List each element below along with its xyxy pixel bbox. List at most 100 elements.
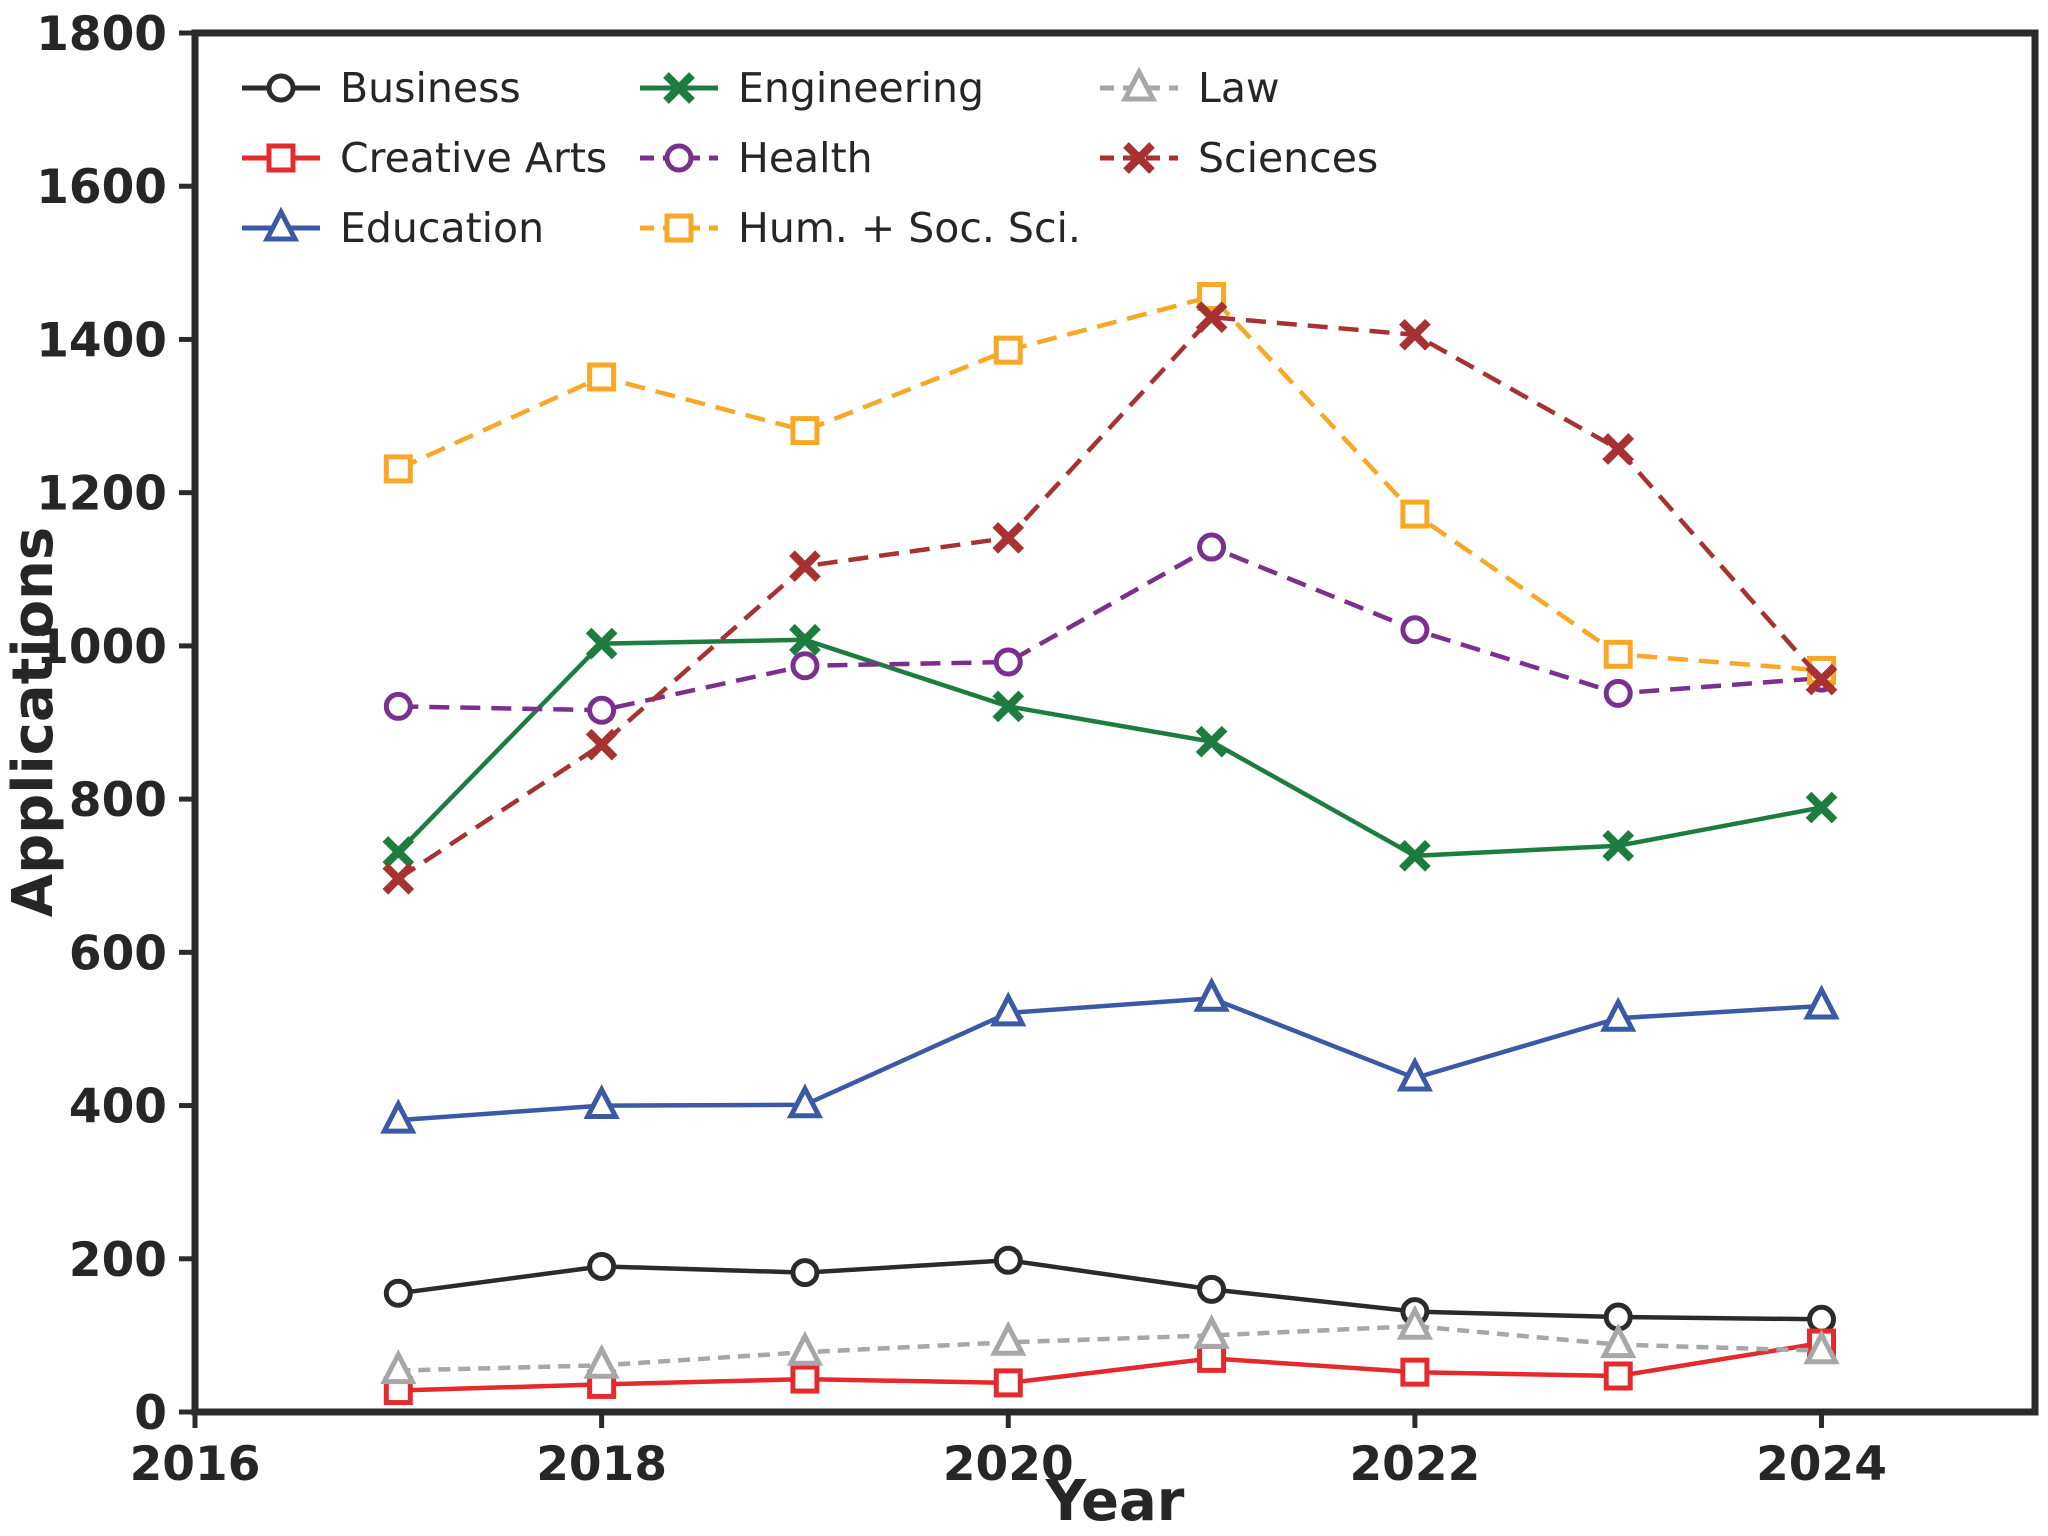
x-tick-label: 2016 [130, 1437, 261, 1492]
data-point-marker [992, 690, 1025, 723]
series-markers-education [380, 976, 1840, 1134]
data-point-marker [583, 1343, 620, 1379]
data-point-marker [993, 335, 1023, 365]
data-point-marker [1399, 839, 1431, 872]
legend: Business Creative Arts Education Engineerin… [242, 64, 1378, 252]
series-line-business [398, 1258, 1822, 1322]
data-point-marker [1195, 301, 1228, 334]
series-engineering [382, 623, 1838, 872]
data-point-marker [1600, 1323, 1637, 1359]
data-point-marker [664, 213, 694, 243]
legend-item-engineering: Engineering [640, 64, 984, 112]
x-tick-label: 2018 [536, 1437, 667, 1492]
data-point-marker [786, 1330, 824, 1366]
series-line-engineering [396, 637, 1822, 859]
data-point-marker [1400, 499, 1430, 529]
series-business [383, 1245, 1837, 1334]
legend-label: Law [1198, 64, 1280, 112]
y-axis-label: Applications [1, 527, 66, 918]
data-point-marker [383, 1278, 413, 1308]
series-line-education [398, 996, 1822, 1123]
y-tick-label: 1400 [36, 313, 167, 368]
x-tick-label: 2024 [1756, 1437, 1887, 1492]
data-point-marker [789, 623, 821, 656]
data-point-marker [1603, 678, 1633, 708]
series-markers-hum-soc-sci [383, 282, 1837, 685]
series-line-creative-arts [398, 1340, 1822, 1393]
data-point-marker [382, 862, 415, 895]
series-markers-law [380, 1304, 1840, 1385]
data-point-marker [1396, 1056, 1434, 1092]
data-point-marker [790, 1364, 820, 1394]
data-point-marker [789, 550, 821, 583]
legend-label: Business [340, 64, 521, 112]
axes-frame [191, 29, 2039, 1416]
data-point-marker [663, 72, 695, 104]
y-axis-ticks: 0 200 400 600 800 1000 1200 1400 1600 1800 [36, 7, 195, 1441]
data-point-marker [266, 143, 296, 173]
series-markers-sciences [382, 301, 1838, 895]
legend-item-sciences: Sciences [1100, 134, 1378, 182]
y-tick-label: 800 [69, 773, 167, 828]
legend-label: Sciences [1198, 134, 1378, 182]
y-tick-label: 1800 [36, 7, 167, 62]
y-tick-label: 1200 [36, 467, 167, 522]
data-point-marker [383, 691, 413, 721]
data-point-marker [1193, 976, 1230, 1012]
legend-item-health: Health [640, 134, 873, 182]
data-point-marker [790, 651, 820, 681]
data-point-marker [585, 728, 618, 761]
data-point-marker [786, 1083, 824, 1119]
x-tick-label: 2020 [943, 1437, 1074, 1492]
data-point-marker [1803, 1329, 1840, 1365]
series-law [380, 1304, 1840, 1385]
data-point-marker [664, 143, 694, 173]
y-tick-label: 400 [69, 1080, 167, 1135]
data-point-marker [993, 1245, 1023, 1275]
legend-item-creative-arts: Creative Arts [242, 134, 607, 182]
data-point-marker [587, 1251, 617, 1281]
data-point-marker [1399, 319, 1431, 351]
series-markers-engineering [382, 623, 1838, 872]
data-point-marker [383, 454, 413, 484]
data-point-marker [1400, 1357, 1430, 1387]
data-point-marker [1123, 142, 1155, 174]
x-axis-label: Year [1045, 1469, 1185, 1534]
data-point-marker [1803, 984, 1840, 1020]
data-point-marker [380, 1098, 417, 1134]
data-point-marker [1603, 1361, 1633, 1391]
legend-label: Health [738, 134, 873, 182]
data-point-marker [790, 416, 820, 446]
legend-label: Creative Arts [340, 134, 607, 182]
series-markers-health [383, 532, 1837, 725]
legend-item-education: Education [242, 204, 544, 252]
data-point-marker [1197, 1343, 1227, 1373]
data-point-marker [1805, 791, 1838, 824]
data-point-marker [1602, 433, 1635, 465]
data-point-marker [990, 991, 1027, 1027]
y-tick-label: 1600 [36, 160, 167, 215]
data-point-marker [993, 1368, 1023, 1398]
y-tick-label: 0 [134, 1386, 167, 1441]
data-point-marker [1120, 66, 1158, 102]
data-point-marker [1193, 1313, 1230, 1349]
series-line-sciences [397, 314, 1824, 881]
data-point-marker [1600, 996, 1637, 1032]
series-education [380, 976, 1840, 1134]
legend-label: Education [340, 204, 544, 252]
y-tick-label: 1000 [36, 620, 167, 675]
data-point-marker [587, 695, 617, 725]
series-line-health [398, 544, 1822, 713]
data-point-marker [1195, 725, 1228, 758]
data-point-marker [1603, 639, 1633, 669]
data-point-marker [266, 73, 296, 103]
legend-label: Hum. + Soc. Sci. [738, 204, 1081, 252]
legend-item-law: Law [1100, 64, 1280, 112]
x-tick-label: 2022 [1349, 1437, 1480, 1492]
data-point-marker [585, 627, 618, 660]
series-sciences [382, 301, 1838, 895]
series-line-hum-soc-sci [397, 293, 1822, 673]
data-point-marker [1602, 830, 1635, 862]
series-hum-soc-sci [383, 282, 1837, 685]
